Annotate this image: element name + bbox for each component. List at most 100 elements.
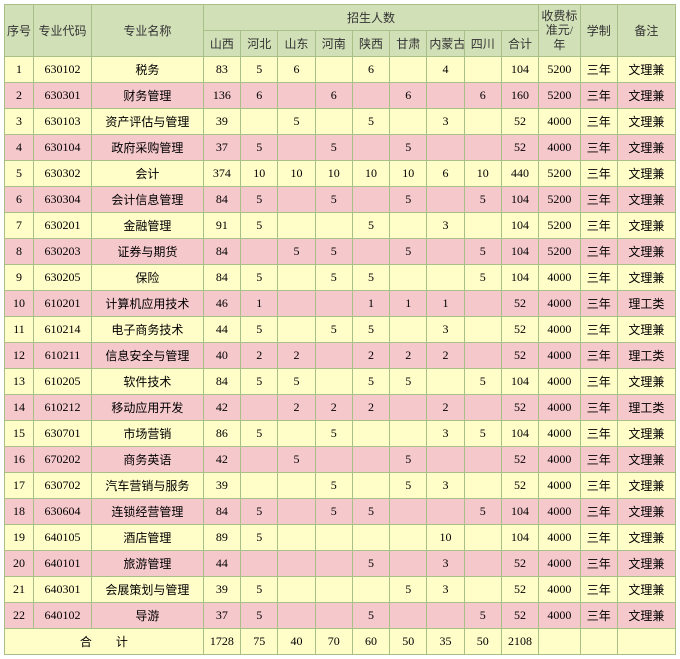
cell-name: 计算机应用技术 [91,291,203,317]
cell-dur: 三年 [580,265,617,291]
cell-fee: 5200 [539,213,580,239]
cell-dur: 三年 [580,83,617,109]
cell-sum: 104 [501,213,538,239]
cell-name: 连锁经营管理 [91,499,203,525]
cell-code: 610214 [33,317,91,343]
cell-fee: 4000 [539,135,580,161]
cell-p7: 5 [464,603,501,629]
cell-note: 文理兼 [617,603,675,629]
cell-p6: 3 [427,109,464,135]
cell-name: 旅游管理 [91,551,203,577]
cell-p4 [352,135,389,161]
cell-p7: 5 [464,187,501,213]
cell-p7 [464,525,501,551]
cell-p6: 3 [427,213,464,239]
cell-dur: 三年 [580,187,617,213]
cell-fee: 4000 [539,551,580,577]
cell-sum: 104 [501,499,538,525]
cell-p5: 5 [390,577,427,603]
cell-fee: 4000 [539,525,580,551]
footer-sum: 2108 [501,629,538,655]
cell-p5: 10 [390,161,427,187]
cell-p1 [241,473,278,499]
table-row: 22640102导游37555524000三年文理兼 [5,603,676,629]
cell-sum: 52 [501,135,538,161]
cell-p2 [278,499,315,525]
cell-p1: 10 [241,161,278,187]
cell-note: 文理兼 [617,473,675,499]
col-prov-0: 山西 [203,31,240,57]
col-prov-7: 四川 [464,31,501,57]
footer-label: 合 计 [5,629,204,655]
table-row: 16670202商务英语4255524000三年文理兼 [5,447,676,473]
table-header: 序号 专业代码 专业名称 招生人数 收费标准元/年 学制 备注 山西 河北 山东… [5,5,676,57]
cell-dur: 三年 [580,603,617,629]
cell-fee: 4000 [539,473,580,499]
cell-sum: 440 [501,161,538,187]
cell-name: 会计 [91,161,203,187]
cell-p4: 5 [352,603,389,629]
cell-p3: 5 [315,499,352,525]
col-prov-1: 河北 [241,31,278,57]
cell-seq: 10 [5,291,34,317]
cell-dur: 三年 [580,213,617,239]
cell-name: 资产评估与管理 [91,109,203,135]
cell-note: 文理兼 [617,213,675,239]
table-row: 1630102税务8356641045200三年文理兼 [5,57,676,83]
cell-dur: 三年 [580,525,617,551]
cell-p4 [352,473,389,499]
cell-p6 [427,265,464,291]
cell-fee: 4000 [539,421,580,447]
table-row: 4630104政府采购管理37555524000三年文理兼 [5,135,676,161]
cell-p7 [464,551,501,577]
cell-p5 [390,525,427,551]
cell-name: 酒店管理 [91,525,203,551]
cell-p5: 5 [390,187,427,213]
footer-p7: 50 [464,629,501,655]
cell-p1: 2 [241,343,278,369]
cell-p1: 1 [241,291,278,317]
cell-code: 640101 [33,551,91,577]
cell-code: 640301 [33,577,91,603]
cell-note: 理工类 [617,291,675,317]
cell-seq: 16 [5,447,34,473]
cell-note: 文理兼 [617,499,675,525]
cell-p3: 5 [315,135,352,161]
cell-p0: 86 [203,421,240,447]
cell-sum: 52 [501,317,538,343]
cell-p3 [315,551,352,577]
table-row: 9630205保险8455551044000三年文理兼 [5,265,676,291]
cell-p0: 46 [203,291,240,317]
cell-p6: 4 [427,57,464,83]
cell-p3: 5 [315,265,352,291]
cell-p7: 5 [464,239,501,265]
cell-p4 [352,447,389,473]
cell-fee: 5200 [539,161,580,187]
cell-p7 [464,291,501,317]
cell-p3: 5 [315,317,352,343]
cell-p2 [278,213,315,239]
cell-p5: 5 [390,369,427,395]
cell-p3 [315,343,352,369]
table-row: 10610201计算机应用技术461111524000三年理工类 [5,291,676,317]
cell-p3 [315,603,352,629]
cell-p7 [464,317,501,343]
cell-p3 [315,109,352,135]
cell-dur: 三年 [580,135,617,161]
cell-p4: 5 [352,369,389,395]
cell-dur: 三年 [580,421,617,447]
cell-seq: 7 [5,213,34,239]
cell-code: 630702 [33,473,91,499]
cell-p4: 2 [352,343,389,369]
footer-p6: 35 [427,629,464,655]
cell-p7: 5 [464,421,501,447]
cell-fee: 4000 [539,603,580,629]
table-row: 13610205软件技术84555551044000三年文理兼 [5,369,676,395]
cell-p1 [241,551,278,577]
cell-note: 文理兼 [617,525,675,551]
cell-sum: 104 [501,57,538,83]
cell-p4: 5 [352,499,389,525]
table-row: 5630302会计37410101010106104405200三年文理兼 [5,161,676,187]
cell-fee: 4000 [539,395,580,421]
col-note: 备注 [617,5,675,57]
